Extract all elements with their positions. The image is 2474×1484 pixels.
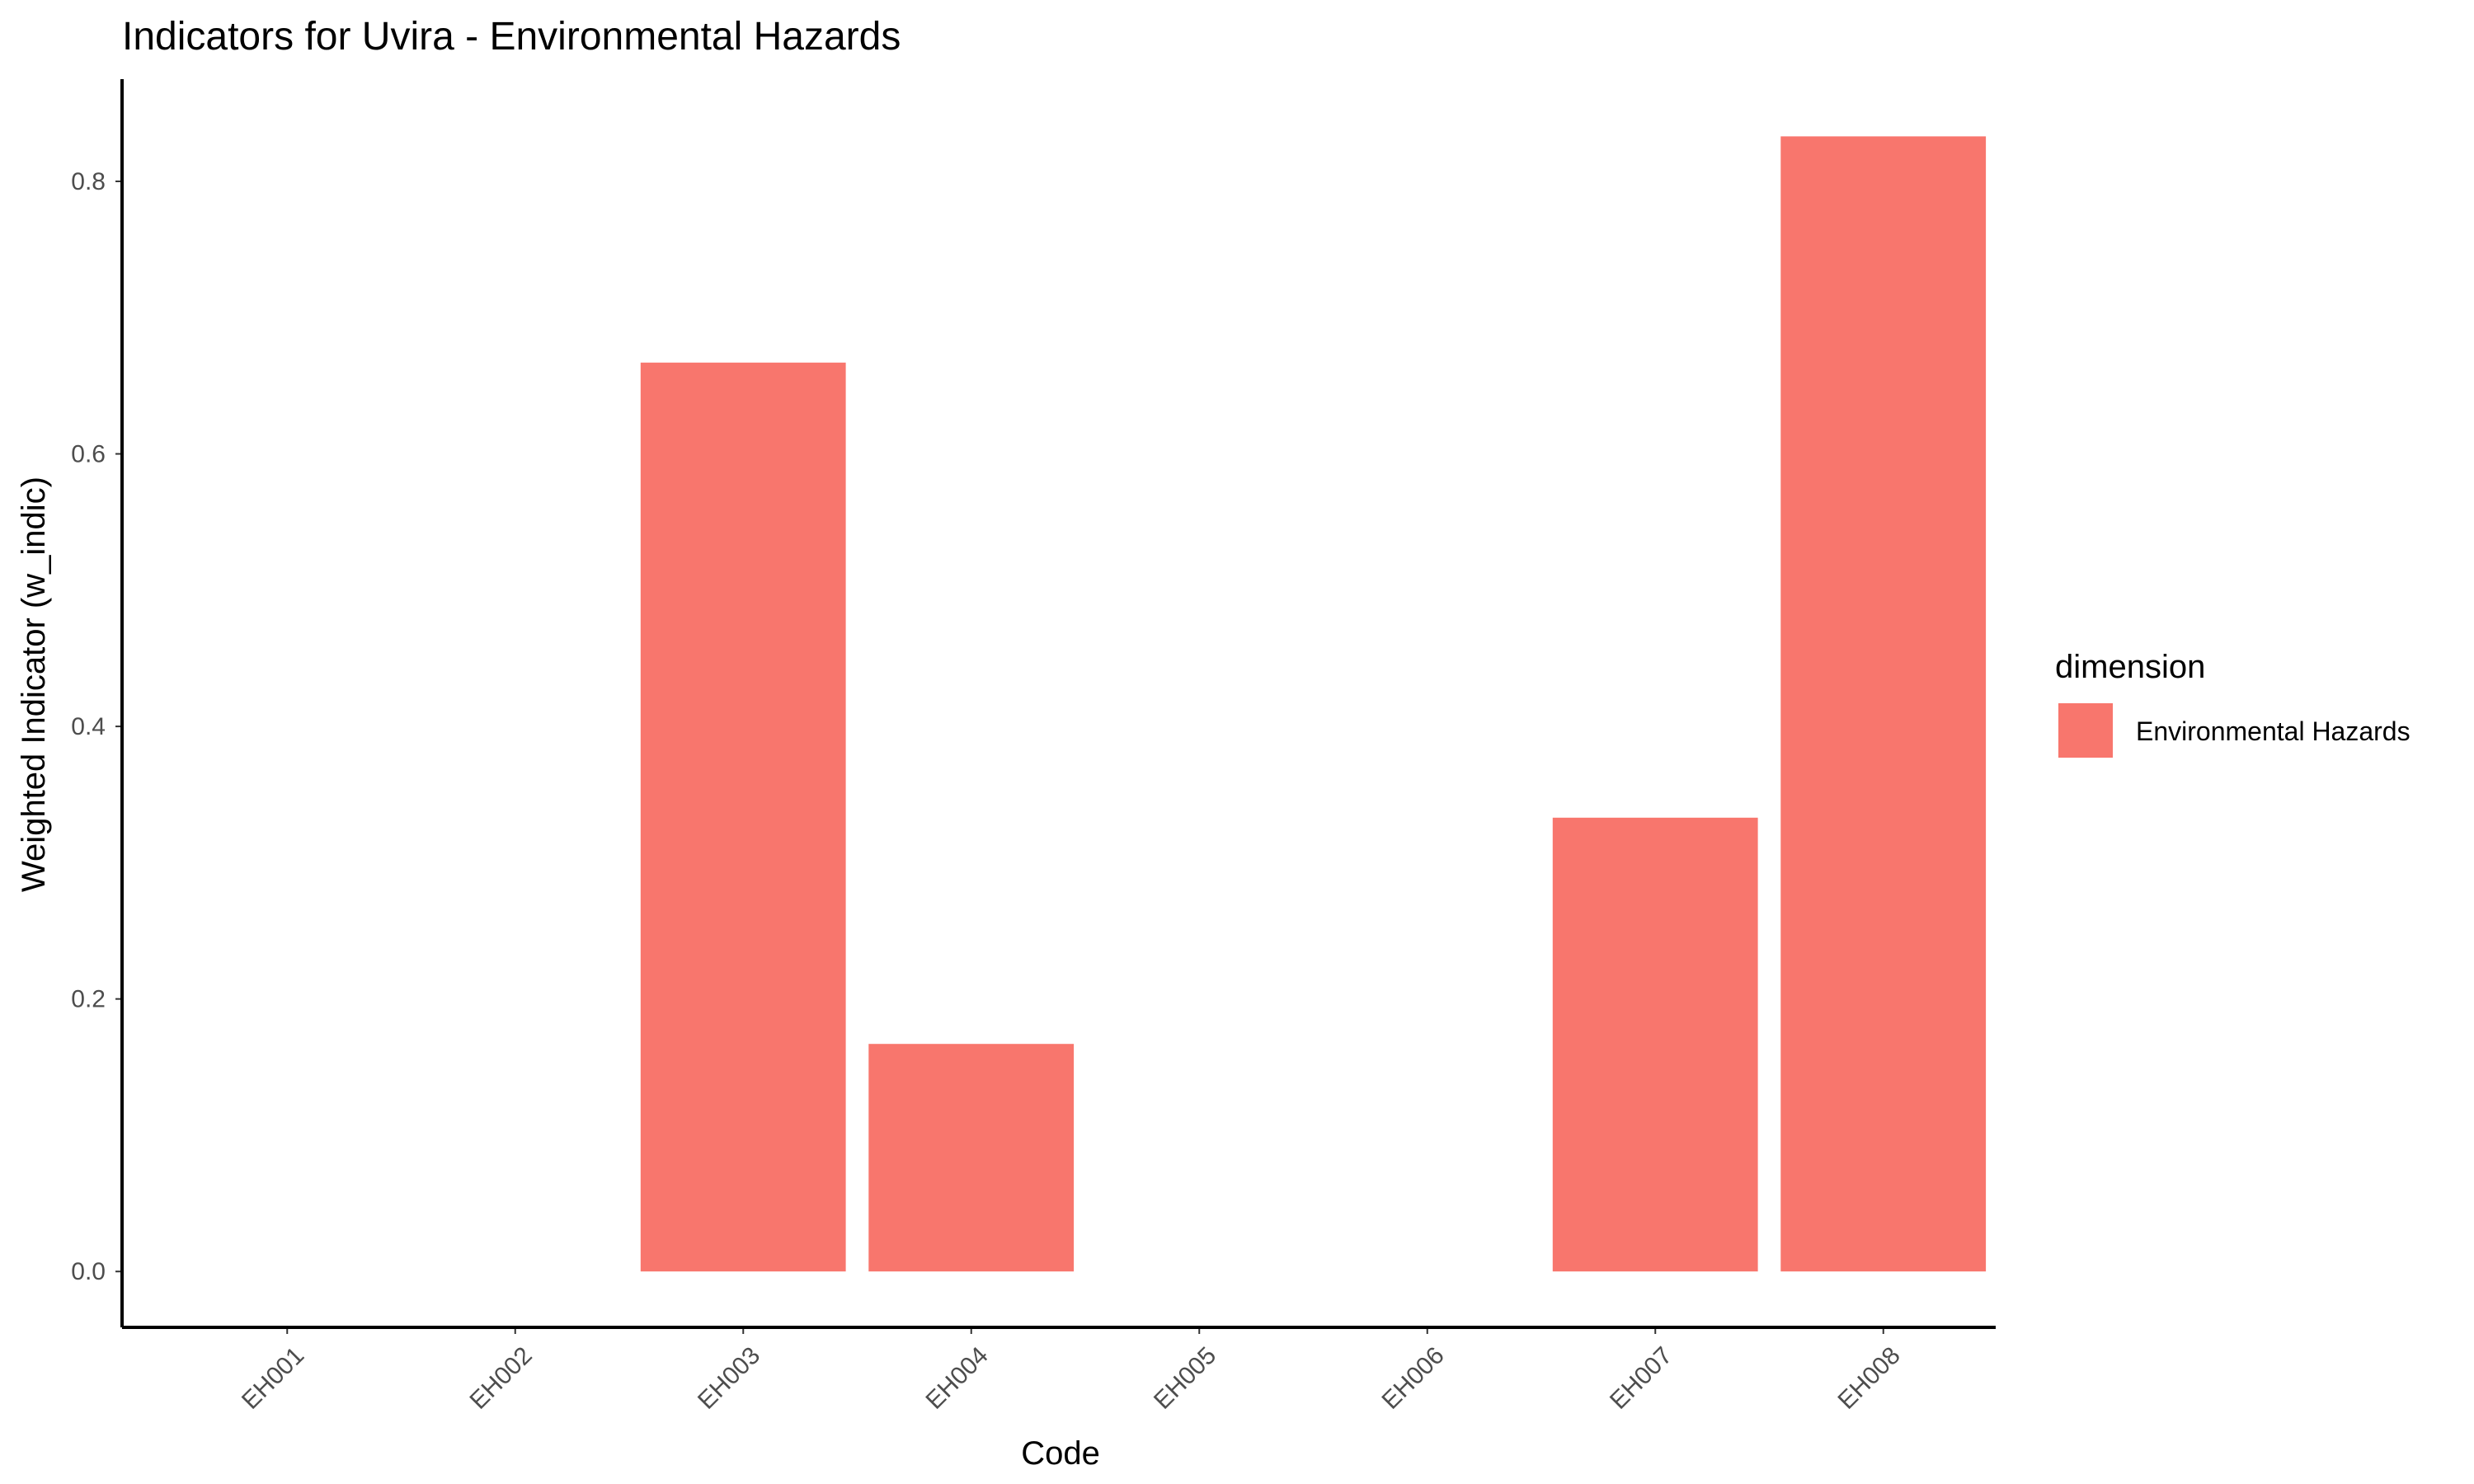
x-axis-ticks: EH001 EH002 EH003 EH004 EH005 EH006 EH007 EH008 xyxy=(237,1327,1906,1415)
legend: dimension Environmental Hazards xyxy=(2055,649,2411,758)
chart-title: Indicators for Uvira - Environmental Haz… xyxy=(122,15,901,59)
x-tick-label: EH007 xyxy=(1605,1342,1677,1415)
y-tick-label: 0.8 xyxy=(71,168,106,195)
x-tick-label: EH008 xyxy=(1832,1342,1905,1415)
y-tick-label: 0.0 xyxy=(71,1258,106,1285)
y-tick-label: 0.4 xyxy=(71,713,106,740)
bar-EH008 xyxy=(1780,136,1987,1272)
bar-EH004 xyxy=(868,1044,1075,1272)
x-tick-label: EH005 xyxy=(1149,1342,1221,1415)
legend-swatch xyxy=(2058,703,2113,758)
x-tick-label: EH002 xyxy=(464,1342,537,1415)
legend-label: Environmental Hazards xyxy=(2136,716,2411,746)
y-tick-label: 0.2 xyxy=(71,986,106,1013)
y-tick-label: 0.6 xyxy=(71,441,106,468)
x-tick-label: EH003 xyxy=(693,1342,765,1415)
bar-EH007 xyxy=(1552,817,1758,1272)
y-axis-ticks: 0.0 0.2 0.4 0.6 0.8 xyxy=(71,168,122,1285)
bars-group xyxy=(640,136,1987,1272)
x-tick-label: EH006 xyxy=(1376,1342,1449,1415)
x-axis-title: Code xyxy=(1021,1435,1100,1472)
y-axis-title: Weighted Indicator (w_indic) xyxy=(16,477,52,892)
legend-title: dimension xyxy=(2055,649,2205,685)
bar-EH003 xyxy=(640,362,846,1272)
x-tick-label: EH004 xyxy=(920,1342,993,1415)
x-tick-label: EH001 xyxy=(237,1342,309,1415)
